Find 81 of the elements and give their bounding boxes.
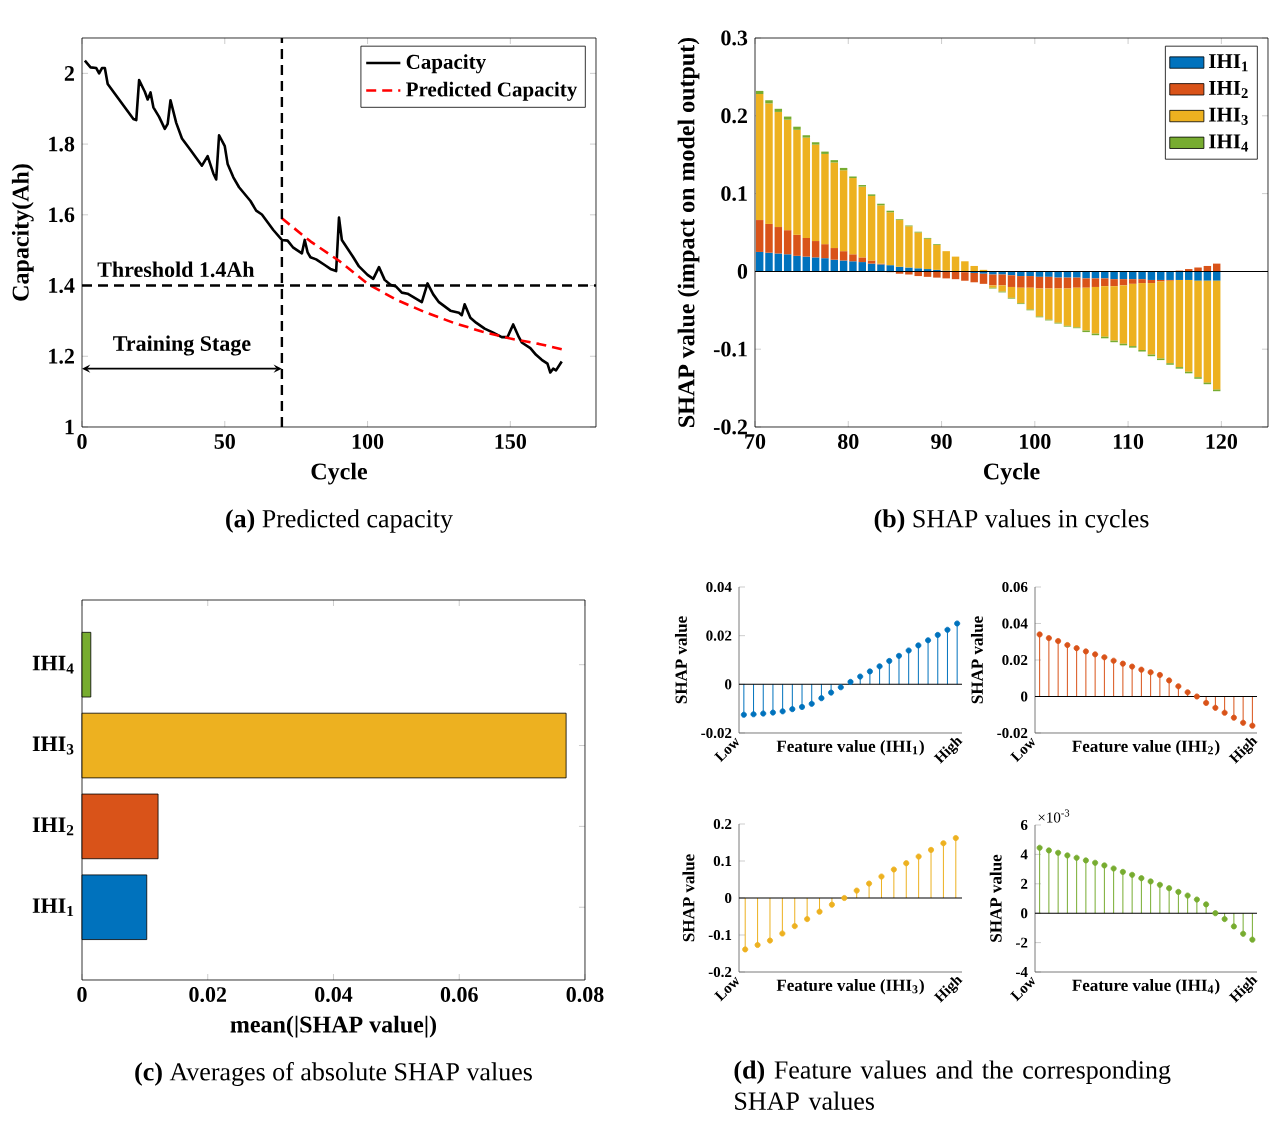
y-tick-label: 0 xyxy=(737,263,748,279)
legend-label: Predicted Capacity xyxy=(406,81,578,101)
y-tick-label: 0.1 xyxy=(713,855,732,867)
y-tick-label: 2 xyxy=(1021,878,1028,889)
y-tick-label: 0.1 xyxy=(721,186,747,202)
x-tick-label: 50 xyxy=(214,434,235,449)
y-axis-title: SHAP value (impact on model output) xyxy=(677,37,700,427)
x-axis-title: Feature value (IHI$_{3}$) xyxy=(776,979,924,995)
y-tick-label: -4 xyxy=(1016,967,1028,977)
x-tick-label: 100 xyxy=(352,434,384,449)
y-tick-label: 0.04 xyxy=(1002,618,1028,629)
y-tick-label: IHI$_{4}$ xyxy=(32,655,74,674)
text: (a) Predicted capacity xyxy=(226,509,453,533)
annotation: Training Stage xyxy=(113,335,251,356)
y-tick-label: -0.02 xyxy=(701,727,732,739)
x-tick-label: 100 xyxy=(1020,434,1051,449)
y-tick-label: 1.4 xyxy=(49,278,75,293)
y-tick-label: -0.1 xyxy=(713,341,747,357)
text: Low xyxy=(713,737,739,763)
x-tick-label: 0 xyxy=(77,987,87,1002)
legend-label: IHI$_{4}$ xyxy=(1209,134,1249,152)
y-tick-label: 2 xyxy=(64,66,74,81)
y-tick-label: 0 xyxy=(1021,908,1028,919)
x-axis-title: mean(|SHAP value|) xyxy=(230,1015,437,1038)
y-tick-label: 1.8 xyxy=(49,136,75,152)
y-tick-label: 0.06 xyxy=(1002,581,1028,593)
x-tick-label: 0.04 xyxy=(315,987,353,1003)
y-tick-label: 0.2 xyxy=(721,108,747,124)
legend-label: IHI$_{2}$ xyxy=(1209,80,1248,98)
text: Low xyxy=(1009,737,1035,763)
y-tick-label: IHI$_{2}$ xyxy=(32,817,74,836)
x-axis-title: Feature value (IHI$_{1}$) xyxy=(776,740,924,756)
y-tick-label: 6 xyxy=(1020,819,1028,831)
y-tick-label: 0.02 xyxy=(1002,654,1028,666)
y-tick-label: 0.04 xyxy=(706,581,732,593)
x-tick-label: 0.06 xyxy=(440,987,478,1003)
x-axis-title: Feature value (IHI$_{2}$) xyxy=(1072,740,1220,756)
text: (c) Averages of absolute SHAP values xyxy=(135,1062,532,1086)
y-axis-title: Capacity(Ah) xyxy=(11,164,34,301)
y-tick-label: 0 xyxy=(1021,691,1028,702)
y-tick-label: IHI$_{1}$ xyxy=(32,898,74,917)
legend-label: Capacity xyxy=(406,54,486,74)
text: Low xyxy=(1009,976,1035,1002)
ref-line-label: Threshold 1.4Ah xyxy=(97,261,255,278)
x-tick-label: 80 xyxy=(838,434,859,449)
y-tick-label: 0.2 xyxy=(713,818,732,830)
text: (d) Feature values and the corresponding SHAP values xyxy=(734,1060,1171,1110)
x-tick-label: 110 xyxy=(1113,434,1144,449)
text: ×10$^{-3}$ xyxy=(1038,809,1070,823)
y-tick-label: 1.6 xyxy=(49,207,75,223)
x-tick-label: 90 xyxy=(931,434,952,449)
y-axis-title: SHAP value xyxy=(682,854,695,942)
y-tick-label: 0.3 xyxy=(721,30,748,46)
y-tick-label: -0.2 xyxy=(708,966,732,978)
y-tick-label: IHI$_{3}$ xyxy=(32,736,74,755)
x-axis-title: Cycle xyxy=(984,462,1040,485)
x-tick-label: 0.02 xyxy=(189,987,227,1003)
text: Low xyxy=(713,976,739,1002)
y-tick-label: -0.1 xyxy=(708,929,732,941)
y-tick-label: 1 xyxy=(65,419,74,435)
y-tick-label: -0.2 xyxy=(713,419,747,435)
legend-label: IHI$_{3}$ xyxy=(1209,107,1248,125)
x-tick-label: 70 xyxy=(745,434,766,449)
y-tick-label: 0 xyxy=(725,892,732,904)
legend-label: IHI$_{1}$ xyxy=(1209,54,1248,72)
y-tick-label: 4 xyxy=(1020,849,1028,860)
y-tick-label: 1.2 xyxy=(49,348,74,364)
y-axis-title: SHAP value xyxy=(989,854,1002,942)
x-tick-label: 150 xyxy=(495,434,526,449)
y-axis-title: SHAP value xyxy=(674,616,687,704)
y-tick-label: 0.02 xyxy=(706,630,732,641)
x-tick-label: 0.08 xyxy=(566,987,604,1003)
x-tick-label: 0 xyxy=(77,434,87,449)
x-axis-title: Cycle xyxy=(311,462,368,485)
text: (b) SHAP values in cycles xyxy=(874,509,1149,533)
y-tick-label: 0 xyxy=(725,679,732,690)
y-tick-label: -0.02 xyxy=(997,727,1028,739)
y-axis-title: SHAP value xyxy=(970,616,983,704)
y-tick-label: -2 xyxy=(1016,937,1028,948)
x-tick-label: 120 xyxy=(1206,434,1238,449)
x-axis-title: Feature value (IHI$_{4}$) xyxy=(1072,979,1220,995)
